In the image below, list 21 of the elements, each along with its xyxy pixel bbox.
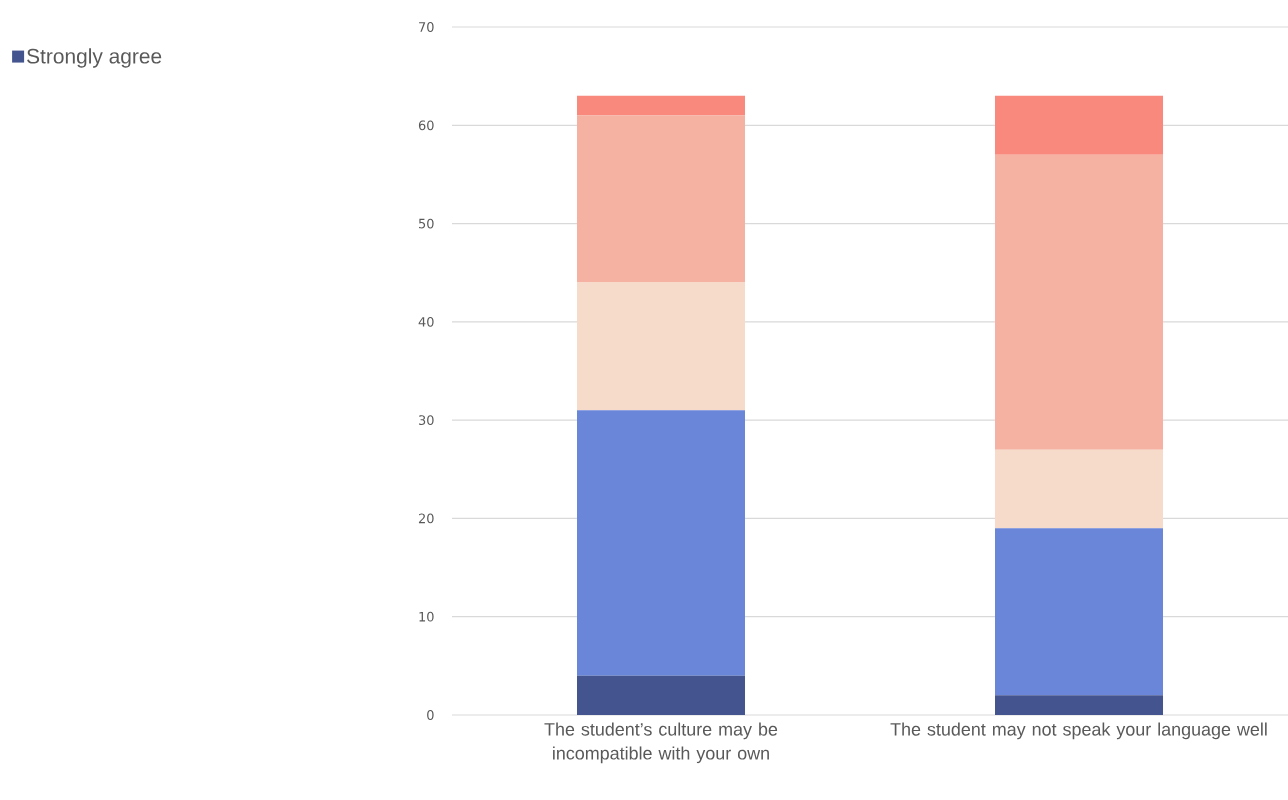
x-tick-label: The student’s culture may be incompatible with your own [544,722,778,764]
bar [995,449,1164,529]
bar [577,410,745,676]
x-tick-label: The student may not speak your language well [890,722,1267,740]
y-tick-label: 70 [419,22,434,32]
bar [577,675,745,715]
bar [995,154,1164,450]
y-tick-label: 0 [427,710,434,720]
y-tick-label: 40 [418,316,434,327]
bar [995,695,1164,715]
legend-label: Strongly agree [27,48,162,68]
y-tick-label: 60 [418,120,434,131]
bar [577,115,745,283]
y-tick-label: 10 [419,611,434,622]
y-tick-label: 50 [419,218,434,229]
y-tick-label: 20 [418,513,434,524]
y-tick-label: 30 [418,415,434,426]
bar [995,528,1164,696]
bar [577,282,745,411]
bar [577,95,745,116]
bar [995,95,1164,155]
